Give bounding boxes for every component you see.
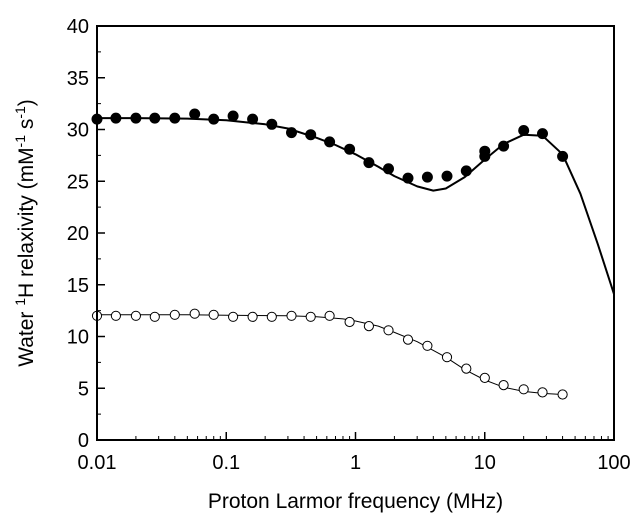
open-data-point bbox=[169, 309, 180, 320]
filled-data-point bbox=[247, 113, 259, 125]
filled-data-point bbox=[441, 170, 453, 182]
x-tick-label: 0.1 bbox=[212, 452, 240, 474]
y-tick-label: 35 bbox=[67, 68, 89, 90]
filled-data-point bbox=[498, 140, 510, 152]
open-data-point bbox=[557, 389, 568, 400]
open-data-point bbox=[383, 325, 394, 336]
x-tick-label: 1 bbox=[350, 452, 361, 474]
open-data-point bbox=[363, 321, 374, 332]
open-data-point bbox=[247, 311, 258, 322]
open-data-point bbox=[208, 309, 219, 320]
filled-data-point bbox=[557, 150, 569, 162]
y-title-part1: Water bbox=[15, 306, 38, 367]
y-tick-label: 40 bbox=[67, 16, 89, 38]
filled-data-point bbox=[324, 136, 336, 148]
y-tick-label: 10 bbox=[67, 327, 89, 349]
open-data-point bbox=[498, 380, 509, 391]
open-data-point bbox=[441, 352, 453, 363]
y-tick-label: 25 bbox=[67, 171, 89, 193]
filled-data-point bbox=[383, 163, 394, 175]
plot-frame bbox=[96, 25, 615, 441]
open-data-point bbox=[461, 363, 472, 374]
y-axis-title: Water 1H relaxivity (mM-1 s-1) bbox=[12, 99, 38, 367]
open-data-point bbox=[479, 372, 490, 383]
open-data-point bbox=[305, 311, 316, 322]
open-data-point bbox=[537, 387, 548, 398]
filled-data-point bbox=[479, 145, 491, 157]
data-points bbox=[91, 108, 569, 400]
x-axis-title: Proton Larmor frequency (MHz) bbox=[208, 490, 503, 513]
open-data-point bbox=[130, 310, 141, 321]
open-data-point bbox=[228, 311, 239, 322]
open-data-point bbox=[266, 311, 277, 322]
open-data-point bbox=[324, 310, 335, 321]
y-tick-label: 0 bbox=[78, 430, 89, 452]
y-title-sup3: -1 bbox=[12, 106, 28, 119]
filled-data-point bbox=[305, 129, 317, 141]
fit-curves bbox=[97, 117, 615, 395]
filled-data-point bbox=[344, 143, 356, 155]
filled-data-point bbox=[189, 108, 201, 120]
y-tick-label: 5 bbox=[78, 378, 89, 400]
filled-data-point bbox=[130, 112, 142, 124]
filled-data-point bbox=[266, 118, 278, 130]
x-tick-label: 0.01 bbox=[78, 452, 117, 474]
y-tick-label: 15 bbox=[67, 275, 89, 297]
open-data-point bbox=[422, 340, 433, 351]
open-data-point bbox=[189, 308, 200, 319]
open-data-point bbox=[149, 311, 160, 322]
y-title-part2: H relaxivity (mM bbox=[15, 147, 38, 298]
x-tick-label: 10 bbox=[474, 452, 496, 474]
filled-data-point bbox=[110, 112, 122, 124]
filled-data-point bbox=[149, 112, 161, 124]
filled-data-point bbox=[537, 128, 548, 140]
filled-data-point bbox=[421, 171, 433, 183]
open-data-point bbox=[402, 334, 414, 345]
filled-data-point bbox=[402, 172, 414, 184]
filled-data-point bbox=[518, 125, 530, 136]
filled-data-point bbox=[363, 157, 375, 169]
y-title-sup1: 1 bbox=[12, 298, 28, 306]
filled-data-point bbox=[169, 112, 181, 124]
filled-data-point bbox=[460, 165, 472, 177]
open-data-point bbox=[344, 316, 355, 328]
y-tick-label: 30 bbox=[67, 120, 89, 142]
y-title-part4: ) bbox=[15, 99, 38, 106]
axis-ticks: 0.01 0.1 1 10 100 0 5 10 15 20 25 30 35 40 bbox=[67, 16, 631, 474]
open-series-fit-line bbox=[97, 314, 563, 395]
y-title-sup2: -1 bbox=[12, 135, 28, 148]
filled-data-point bbox=[227, 110, 239, 122]
x-tick-label: 100 bbox=[597, 452, 630, 474]
y-title-part3: s bbox=[15, 119, 38, 135]
open-data-point bbox=[110, 310, 122, 321]
y-tick-label: 20 bbox=[67, 223, 89, 245]
open-data-point bbox=[518, 384, 529, 395]
filled-data-point bbox=[286, 127, 297, 139]
filled-data-point bbox=[208, 113, 220, 125]
filled-series-fit-line bbox=[97, 117, 615, 295]
open-data-point bbox=[286, 310, 297, 321]
